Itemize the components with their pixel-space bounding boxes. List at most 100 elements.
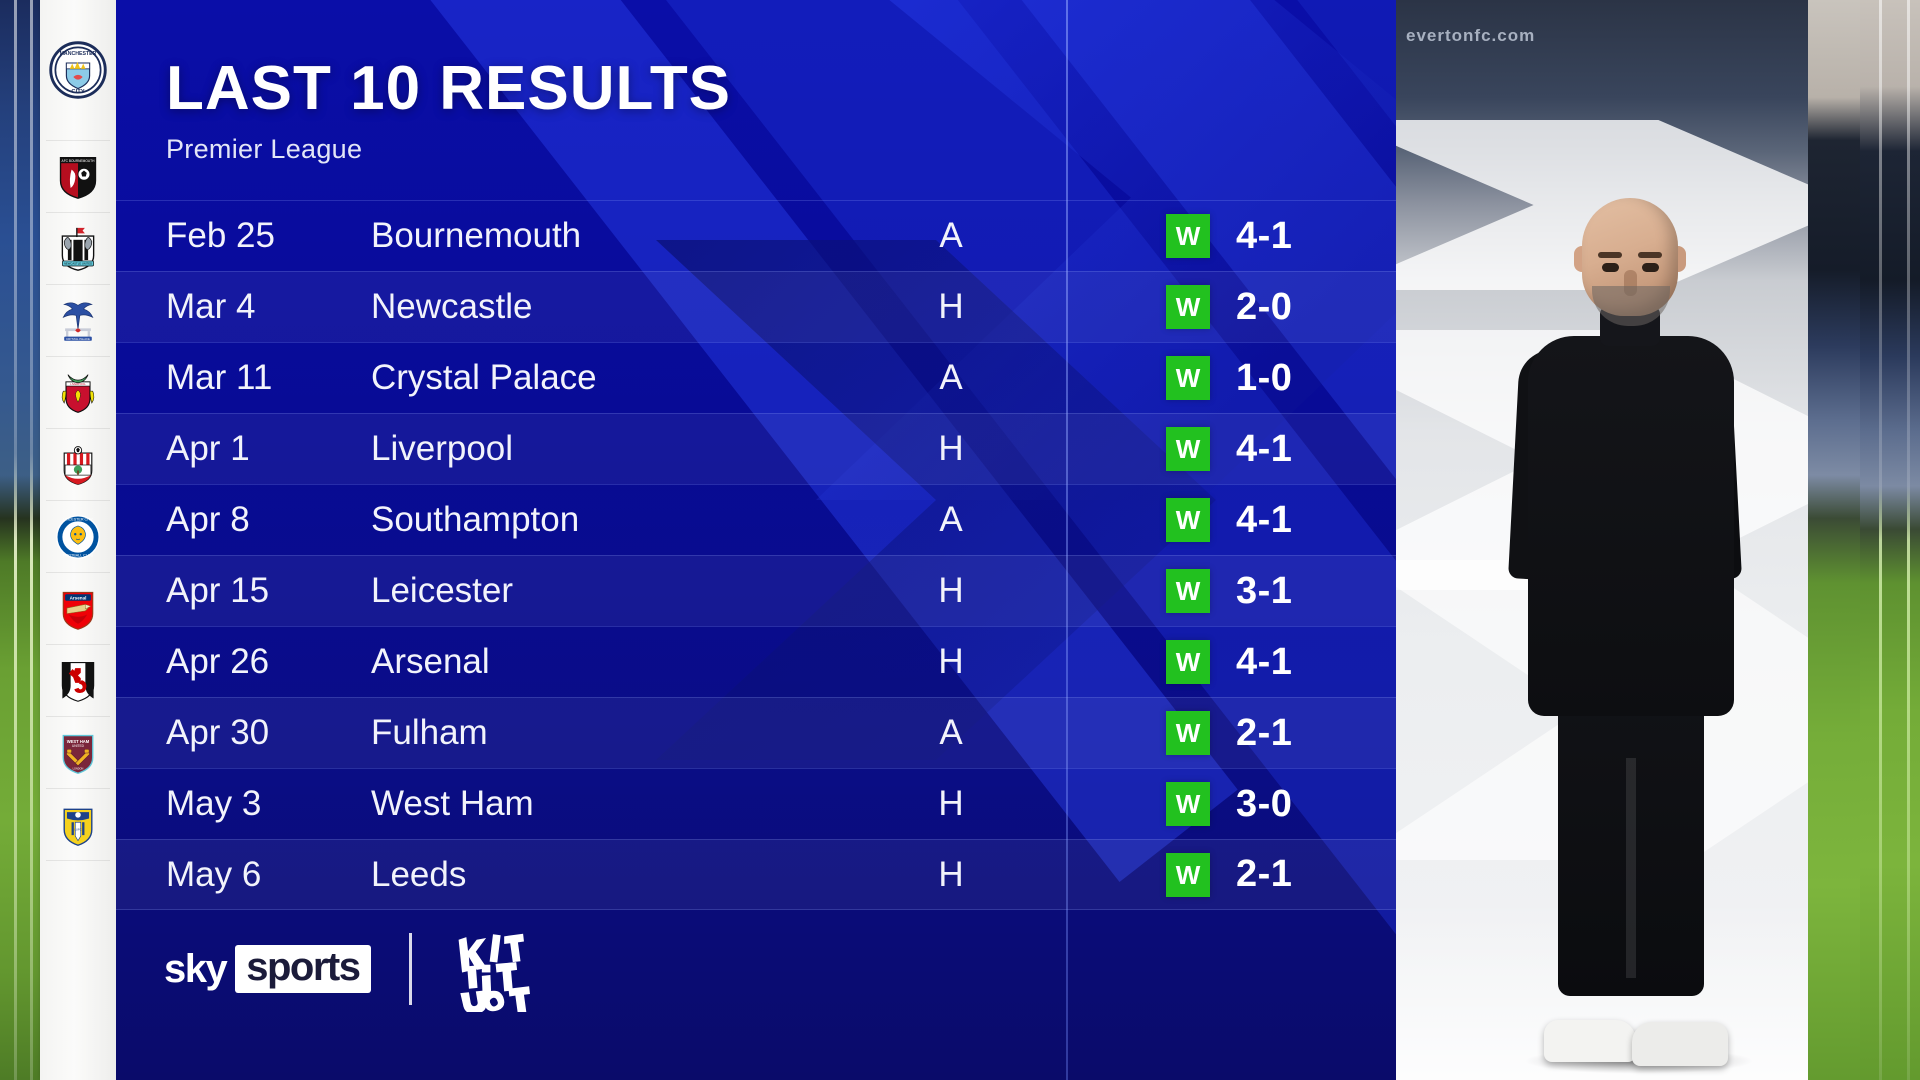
- row-venue: H: [938, 854, 964, 894]
- figure-shoe-right: [1632, 1022, 1728, 1066]
- row-venue: A: [939, 358, 963, 397]
- row-date: Apr 1: [166, 429, 250, 468]
- table-row[interactable]: Apr 8 Southampton A W 4-1: [116, 484, 1396, 555]
- results-table: Feb 25 Bournemouth A W 4-1 Mar 4 Newcast…: [116, 200, 1396, 910]
- leeds-crest-icon: LUFC: [55, 802, 101, 848]
- row-result-group: W 4-1: [1166, 214, 1396, 258]
- west-ham-crest-icon: WEST HAM UNITED LONDON: [55, 730, 101, 776]
- table-row[interactable]: Mar 4 Newcastle H W 2-0: [116, 271, 1396, 342]
- badge-cell-manchester-city[interactable]: MANCHESTER CITY: [40, 0, 116, 140]
- row-opponent: Bournemouth: [371, 216, 582, 255]
- svg-text:LUFC: LUFC: [74, 827, 81, 831]
- southampton-crest-icon: [55, 442, 101, 488]
- figure-legs: [1558, 696, 1704, 996]
- newcastle-crest-icon: NEWCASTLE UNITED: [55, 226, 101, 272]
- result-badge: W: [1166, 569, 1210, 613]
- bournemouth-crest-icon: AFC BOURNEMOUTH: [55, 154, 101, 200]
- row-opponent: Leeds: [371, 854, 467, 894]
- row-result-group: W 1-0: [1166, 356, 1396, 400]
- manager-figure: [1508, 198, 1764, 1074]
- row-result-group: W 3-0: [1166, 782, 1396, 826]
- figure-brow-right: [1638, 252, 1662, 258]
- row-score: 4-1: [1236, 640, 1293, 683]
- table-row[interactable]: Apr 26 Arsenal H W 4-1: [116, 626, 1396, 697]
- badge-cell-fulham[interactable]: [40, 645, 116, 716]
- row-score: 2-1: [1236, 853, 1293, 895]
- row-result-group: W 3-1: [1166, 569, 1396, 613]
- table-row[interactable]: Apr 1 Liverpool H W 4-1: [116, 413, 1396, 484]
- row-date: May 6: [166, 854, 262, 894]
- svg-text:NEWCASTLE UNITED: NEWCASTLE UNITED: [64, 261, 92, 265]
- pitch-line-left-2: [30, 0, 33, 1080]
- table-row[interactable]: May 6 Leeds H W 2-1: [116, 839, 1396, 910]
- row-score: 4-1: [1236, 214, 1293, 257]
- fulham-crest-icon: [55, 658, 101, 704]
- table-row[interactable]: Mar 11 Crystal Palace A W 1-0: [116, 342, 1396, 413]
- result-badge: W: [1166, 427, 1210, 471]
- badge-cell-arsenal[interactable]: Arsenal: [40, 573, 116, 644]
- row-result-group: W 4-1: [1166, 640, 1396, 684]
- row-opponent: Fulham: [371, 713, 488, 752]
- badge-cell-leeds[interactable]: LUFC: [40, 789, 116, 860]
- row-score: 3-0: [1236, 782, 1293, 825]
- figure-leg-gap: [1626, 758, 1636, 978]
- row-opponent: Crystal Palace: [371, 358, 597, 397]
- result-badge: W: [1166, 852, 1210, 897]
- badge-cell-bournemouth[interactable]: AFC BOURNEMOUTH: [40, 141, 116, 212]
- pitch-line-left: [14, 0, 17, 1080]
- row-opponent: Newcastle: [371, 287, 533, 326]
- svg-text:AFC BOURNEMOUTH: AFC BOURNEMOUTH: [62, 158, 96, 162]
- manchester-city-crest-icon: MANCHESTER CITY: [49, 41, 107, 99]
- result-badge: W: [1166, 498, 1210, 542]
- table-row[interactable]: Apr 15 Leicester H W 3-1: [116, 555, 1396, 626]
- table-row[interactable]: Feb 25 Bournemouth A W 4-1: [116, 200, 1396, 271]
- crystal-palace-crest-icon: CRYSTAL PALACE: [55, 298, 101, 344]
- figure-eye-left: [1602, 263, 1619, 272]
- svg-text:MANCHESTER: MANCHESTER: [60, 51, 97, 57]
- row-result-group: W 2-1: [1166, 852, 1396, 897]
- row-date: Apr 8: [166, 500, 250, 539]
- svg-text:LEICESTER CITY: LEICESTER CITY: [63, 517, 93, 521]
- row-venue: H: [938, 287, 964, 326]
- figure-brow-left: [1598, 252, 1622, 258]
- svg-text:CITY: CITY: [71, 89, 84, 95]
- figure-torso: [1528, 336, 1734, 716]
- row-score: 1-0: [1236, 356, 1293, 399]
- svg-text:CRYSTAL PALACE: CRYSTAL PALACE: [66, 336, 90, 340]
- results-panel: LAST 10 RESULTS Premier League Feb 25 Bo…: [116, 0, 1396, 1080]
- row-opponent: Liverpool: [371, 429, 514, 468]
- row-result-group: W 2-1: [1166, 711, 1396, 755]
- row-venue: H: [938, 784, 964, 823]
- liverpool-crest-icon: LIVERPOOL: [55, 370, 101, 416]
- table-row[interactable]: May 3 West Ham H W 3-0: [116, 768, 1396, 839]
- badge-cell-crystal-palace[interactable]: CRYSTAL PALACE: [40, 285, 116, 356]
- svg-text:WEST HAM: WEST HAM: [67, 738, 90, 743]
- badge-cell-liverpool[interactable]: LIVERPOOL: [40, 357, 116, 428]
- svg-text:UNITED: UNITED: [72, 744, 85, 748]
- arsenal-crest-icon: Arsenal: [55, 586, 101, 632]
- footer-divider: [408, 933, 412, 1005]
- manager-photo-panel: evertonfc.com: [1396, 0, 1860, 1080]
- result-badge: W: [1166, 285, 1210, 329]
- sky-wordmark: sky: [164, 946, 228, 991]
- badge-cell-west-ham[interactable]: WEST HAM UNITED LONDON: [40, 717, 116, 788]
- table-row[interactable]: Apr 30 Fulham A W 2-1: [116, 697, 1396, 768]
- row-date: Apr 26: [166, 642, 270, 681]
- stadium-post-right: [1879, 0, 1882, 1080]
- row-result-group: W 2-0: [1166, 285, 1396, 329]
- badge-cell-southampton[interactable]: [40, 429, 116, 500]
- svg-text:LONDON: LONDON: [73, 767, 84, 770]
- badge-cell-newcastle[interactable]: NEWCASTLE UNITED: [40, 213, 116, 284]
- page-subtitle: Premier League: [166, 134, 363, 164]
- row-date: Mar 4: [166, 287, 256, 326]
- kick-it-out-logo-icon: [450, 926, 536, 1015]
- footer-logos: sky sports: [164, 926, 536, 1015]
- row-score: 2-0: [1236, 285, 1293, 328]
- result-badge: W: [1166, 214, 1210, 258]
- column-divider: [1066, 0, 1068, 1080]
- badge-cell-leicester[interactable]: LEICESTER CITY FOOTBALL CLUB: [40, 501, 116, 572]
- header: LAST 10 RESULTS Premier League: [166, 58, 731, 165]
- svg-text:FOOTBALL CLUB: FOOTBALL CLUB: [63, 553, 93, 557]
- club-badge-rail: MANCHESTER CITY AFC BOURNEMOUTH: [40, 0, 116, 1080]
- row-result-group: W 4-1: [1166, 498, 1396, 542]
